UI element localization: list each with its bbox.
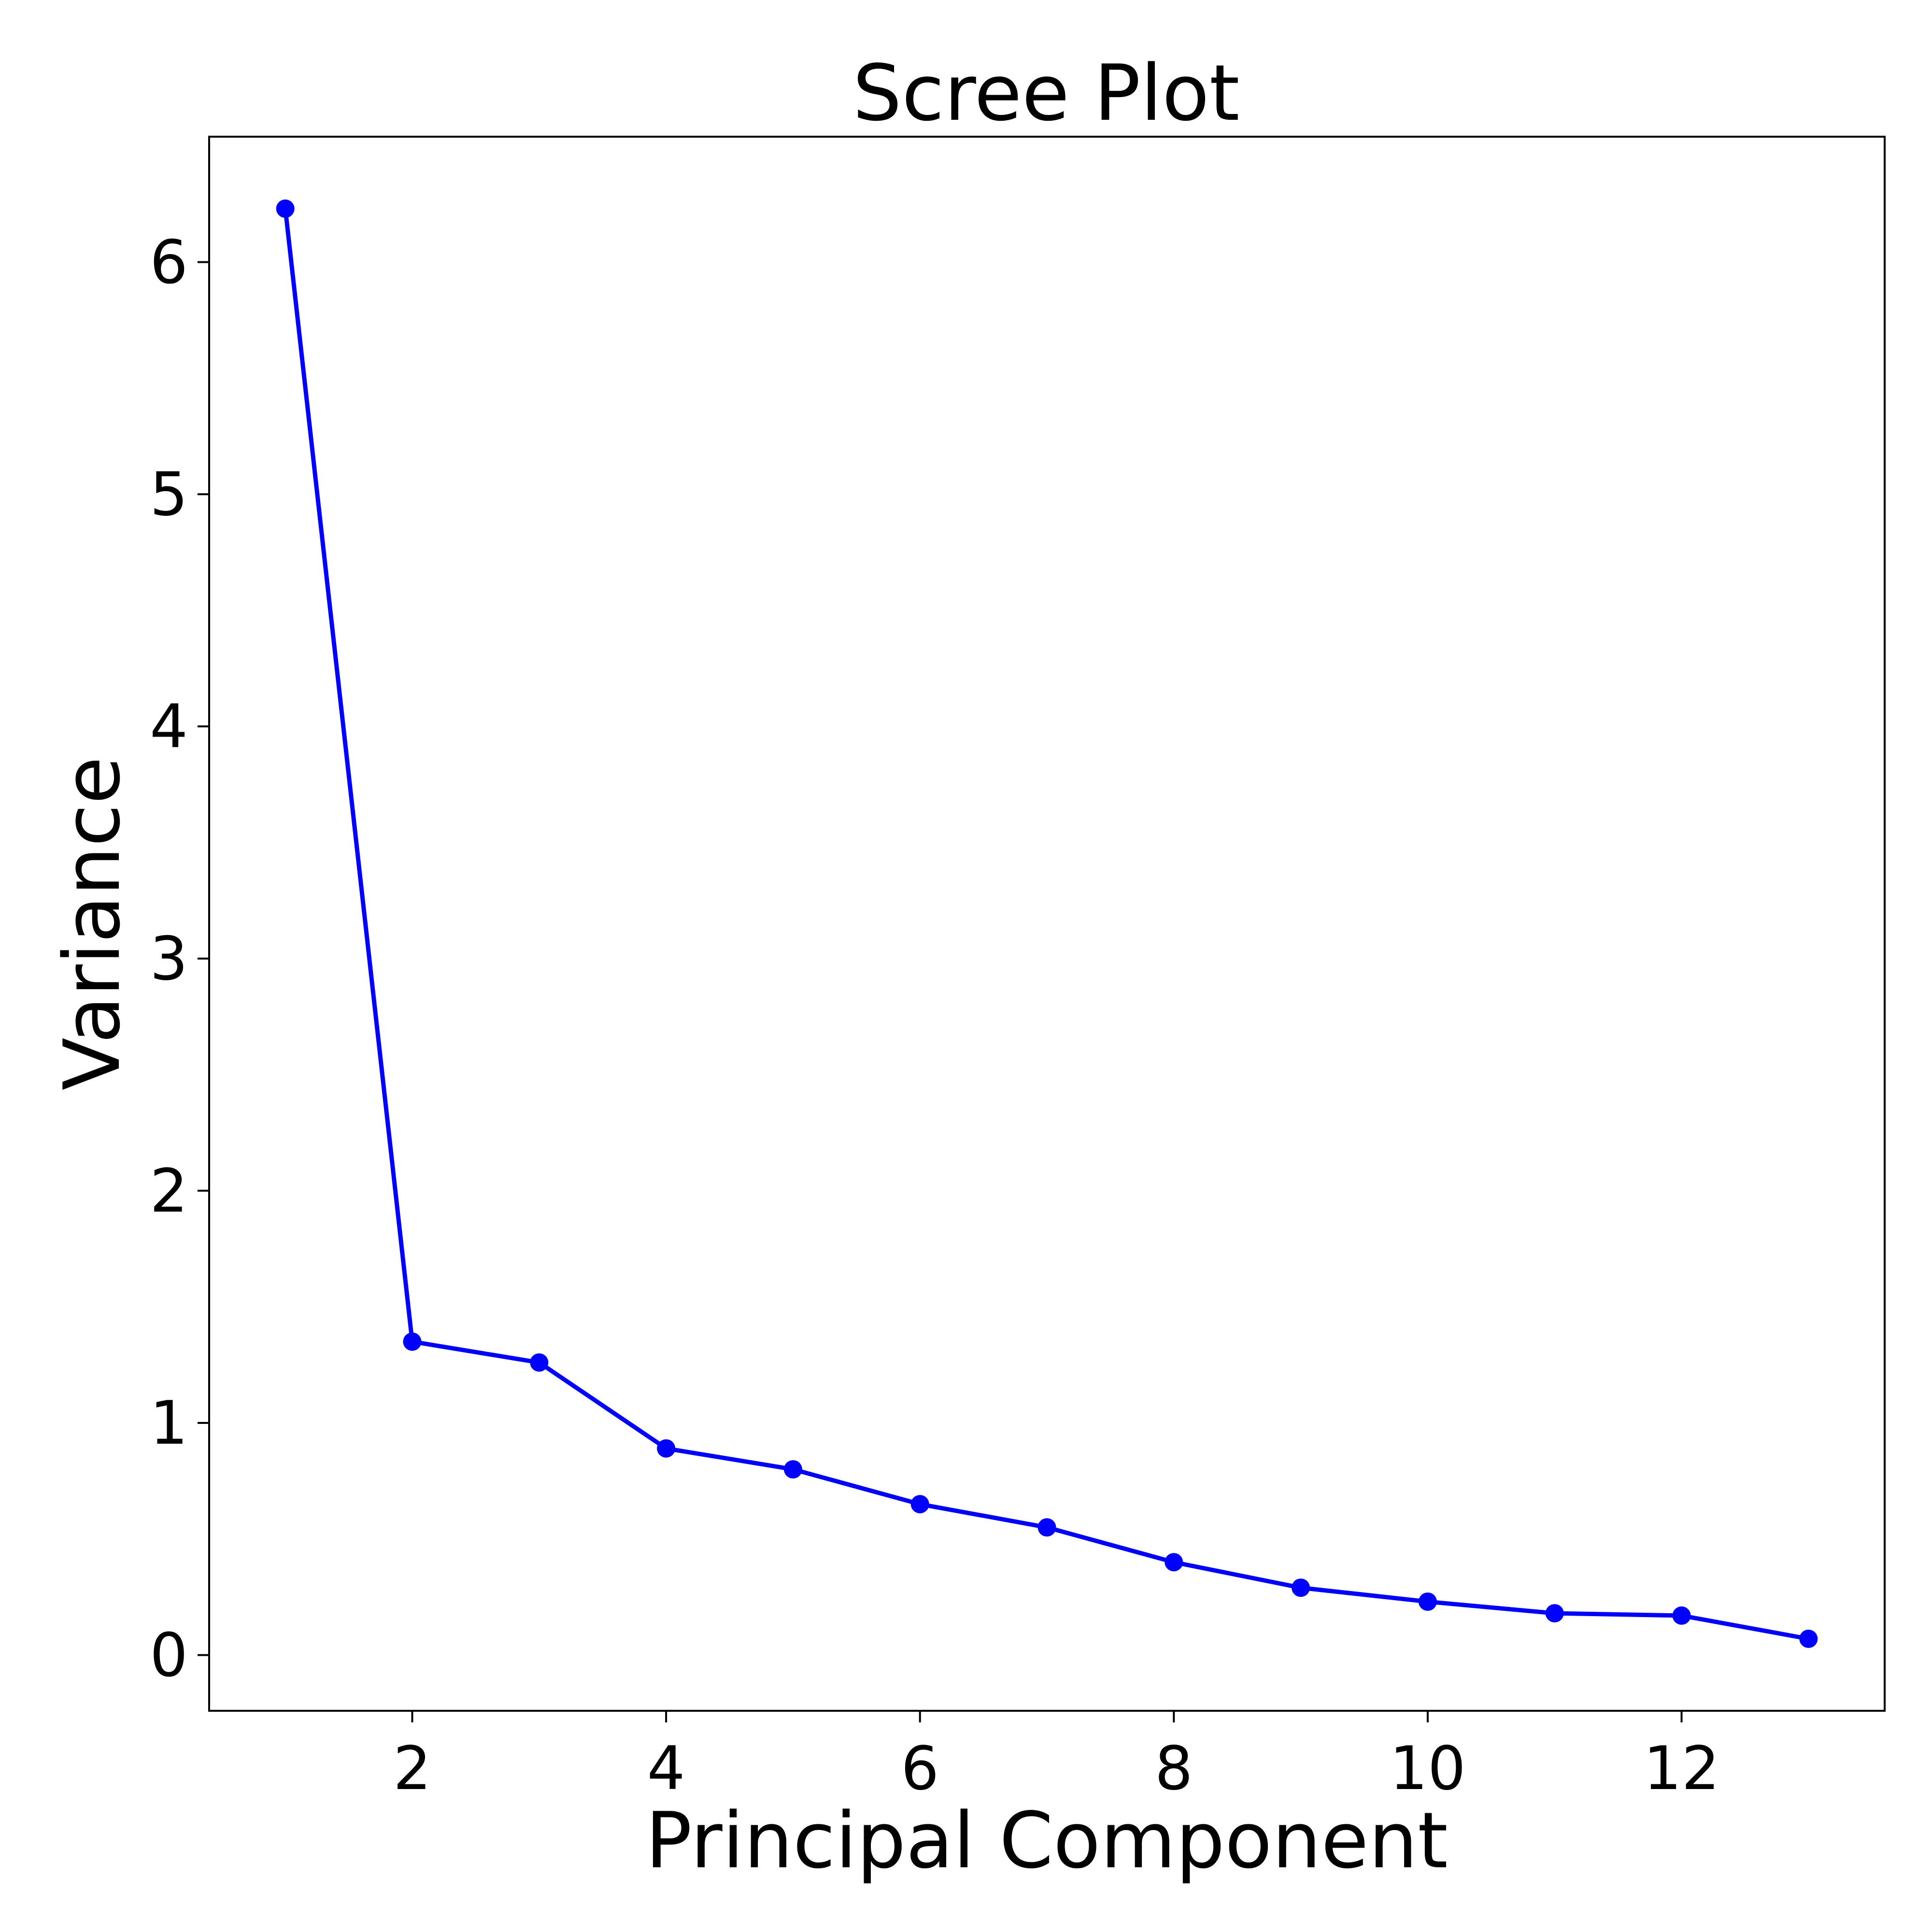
data-point-pc10 xyxy=(1418,1592,1437,1611)
x-tick-label-10: 10 xyxy=(1390,1734,1466,1804)
data-point-pc6 xyxy=(910,1495,929,1514)
y-tick-label-0: 0 xyxy=(150,1621,188,1690)
series-points xyxy=(276,199,1818,1648)
plot-frame xyxy=(208,136,1886,1712)
y-tick-label-2: 2 xyxy=(150,1156,188,1226)
data-point-pc4 xyxy=(657,1439,676,1458)
x-axis-label: Principal Component xyxy=(645,1795,1448,1886)
x-tick-label-12: 12 xyxy=(1644,1734,1720,1804)
x-tick-label-6: 6 xyxy=(901,1734,939,1804)
data-point-pc12 xyxy=(1672,1606,1691,1625)
y-axis-ticks: 0 1 2 3 4 5 6 xyxy=(150,228,209,1690)
y-tick-label-5: 5 xyxy=(150,460,188,529)
data-point-pc5 xyxy=(783,1460,802,1479)
data-point-pc9 xyxy=(1292,1578,1310,1597)
x-tick-label-4: 4 xyxy=(647,1734,685,1804)
x-tick-label-2: 2 xyxy=(393,1734,431,1804)
y-tick-label-3: 3 xyxy=(150,924,188,994)
data-point-pc8 xyxy=(1165,1553,1183,1572)
y-tick-label-6: 6 xyxy=(150,228,188,298)
y-tick-label-1: 1 xyxy=(150,1389,188,1458)
data-point-pc7 xyxy=(1037,1518,1056,1537)
data-point-pc1 xyxy=(276,199,295,218)
y-tick-label-4: 4 xyxy=(150,692,188,762)
data-point-pc2 xyxy=(403,1332,422,1351)
series-line-0 xyxy=(283,208,1809,1641)
data-point-pc13 xyxy=(1799,1629,1818,1648)
series-lines xyxy=(283,208,1809,1641)
chart-title: Scree Plot xyxy=(852,48,1239,138)
data-point-pc3 xyxy=(530,1353,549,1372)
data-point-pc11 xyxy=(1545,1604,1564,1623)
x-axis-ticks: 2 4 6 8 10 12 xyxy=(393,1711,1719,1804)
x-tick-label-8: 8 xyxy=(1155,1734,1193,1804)
y-axis-label: Variance xyxy=(47,756,137,1090)
